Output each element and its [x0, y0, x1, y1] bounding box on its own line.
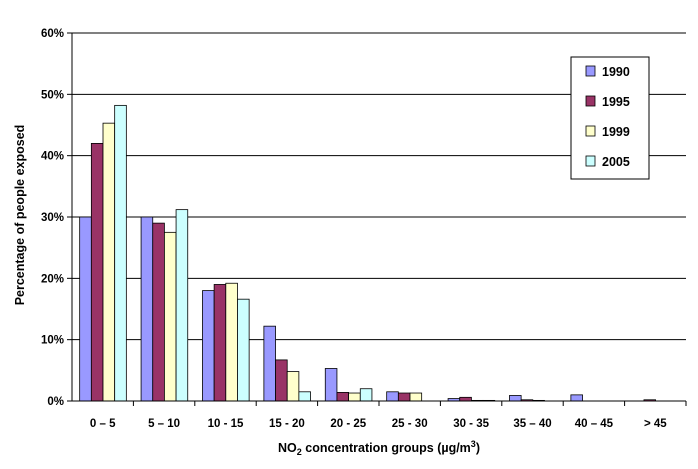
y-tick-label: 20% — [41, 273, 64, 285]
bar-1990 — [202, 290, 215, 402]
x-tick-label: 20 - 25 — [330, 418, 366, 430]
bar-1999 — [409, 392, 423, 402]
x-axis-title-subscript: 2 — [297, 447, 302, 457]
bar-1990 — [263, 325, 276, 402]
y-tick-labels: 0% 10% 20% 30% 40% 50% 60% — [41, 28, 72, 408]
x-tick-label: 25 - 30 — [392, 418, 428, 430]
bar-1995 — [397, 392, 411, 402]
legend-swatch-1990 — [585, 65, 596, 77]
bar-1999 — [164, 231, 177, 402]
y-tick-label: 50% — [41, 89, 64, 101]
bar-1995 — [90, 142, 104, 402]
x-axis-title-main: NO — [278, 441, 297, 455]
x-tick-label: > 45 — [644, 418, 667, 430]
bar-1999 — [286, 371, 300, 402]
bar-2005 — [237, 298, 250, 402]
x-tick-label: 10 - 15 — [208, 418, 244, 430]
bar-1995 — [275, 359, 288, 402]
x-tick-label: 5 – 10 — [148, 418, 180, 430]
bar-1999 — [225, 282, 238, 402]
x-axis-title-superscript: 3 — [471, 439, 476, 449]
legend-swatch-1999 — [585, 125, 596, 137]
bar-1995 — [213, 284, 227, 402]
bar-2005 — [175, 209, 189, 402]
y-tick-label: 40% — [41, 151, 64, 163]
x-axis-title: NO2 concentration groups (µg/m3) — [278, 439, 480, 457]
x-axis-title-end: ) — [476, 441, 480, 455]
bar-1990 — [570, 394, 583, 402]
x-tick-label: 0 – 5 — [90, 418, 116, 430]
legend: 1990 1995 1999 2005 — [570, 56, 650, 180]
bar-2005 — [298, 391, 311, 402]
bar-1990 — [79, 216, 92, 402]
x-tick-label: 15 - 20 — [269, 418, 305, 430]
legend-swatch-2005 — [585, 155, 596, 167]
bar-1999 — [102, 122, 116, 402]
bar-1995 — [459, 396, 472, 402]
x-tick-label: 30 - 35 — [453, 418, 489, 430]
legend-label-2005: 2005 — [602, 155, 630, 169]
bars — [79, 104, 657, 402]
bar-2005 — [359, 388, 373, 402]
y-axis-title: Percentage of people exposed — [13, 125, 27, 306]
legend-swatch-1995 — [585, 95, 596, 107]
y-tick-label: 60% — [41, 28, 64, 40]
bar-1990 — [509, 395, 522, 402]
bar-1990 — [140, 216, 154, 402]
bar-1995 — [336, 392, 350, 402]
x-tick-labels: 0 – 5 5 – 10 10 - 15 15 - 20 20 - 25 25 - 30 3… — [90, 401, 687, 430]
y-tick-label: 30% — [41, 212, 64, 224]
x-tick-label: 40 – 45 — [575, 418, 614, 430]
legend-label-1995: 1995 — [602, 95, 630, 109]
legend-box — [570, 56, 650, 180]
x-tick-label: 35 – 40 — [513, 418, 551, 430]
bar-1990 — [324, 368, 338, 402]
y-tick-label: 0% — [47, 396, 64, 408]
legend-label-1999: 1999 — [602, 125, 630, 139]
bar-2005 — [114, 104, 127, 402]
legend-label-1990: 1990 — [602, 65, 630, 79]
bar-1999 — [348, 392, 361, 402]
bar-1990 — [386, 391, 399, 402]
bar-1995 — [152, 222, 165, 402]
y-tick-label: 10% — [41, 335, 64, 347]
x-axis-title-rest: concentration groups (µg/m — [302, 441, 471, 455]
